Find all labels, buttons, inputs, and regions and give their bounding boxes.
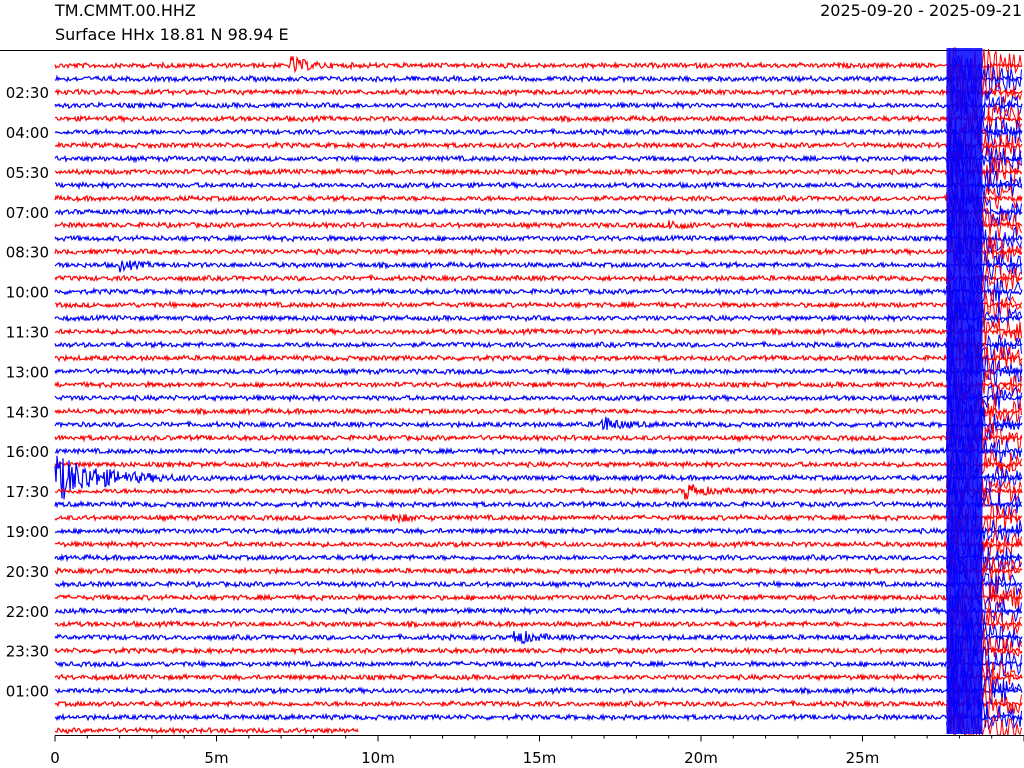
trace-row (54, 539, 1023, 550)
trace-row (54, 367, 1023, 377)
y-tick-label: 08:30 (6, 244, 49, 262)
trace-row (54, 247, 1023, 257)
trace-row (54, 619, 1023, 629)
x-tick-label: 25m (846, 749, 880, 767)
earthquake-clipped-block (946, 48, 983, 734)
trace-row (54, 499, 1023, 510)
y-tick-label: 23:30 (6, 643, 49, 661)
trace-row (54, 87, 1023, 97)
trace-row (54, 553, 1023, 563)
trace-row (54, 193, 1023, 203)
trace-row (54, 100, 1023, 111)
trace-row (54, 433, 1023, 443)
trace-row (54, 286, 1023, 297)
trace-row (54, 406, 1023, 417)
y-tick-label: 14:30 (6, 403, 49, 421)
trace-row (54, 219, 1023, 231)
station-code: TM.CMMT.00.HHZ (55, 1, 196, 20)
trace-row (54, 526, 1023, 536)
y-tick-label: 11:30 (6, 324, 49, 342)
trace-row (54, 154, 1023, 164)
trace-row (54, 74, 1023, 84)
y-axis-ticks: 02:30 04:00 05:30 07:00 08:30 10:00 11:30 13:00… (6, 84, 49, 701)
trace-row (54, 233, 1023, 244)
trace-row (54, 455, 1023, 500)
y-tick-label: 05:30 (6, 164, 49, 182)
y-tick-label: 10:00 (6, 284, 49, 302)
trace-row (54, 393, 1023, 403)
trace-row (54, 313, 1023, 324)
trace-row (54, 592, 1023, 603)
trace-row (54, 340, 1023, 350)
trace-row (54, 140, 1023, 151)
x-tick-label: 20m (684, 749, 718, 767)
trace-row (55, 300, 1023, 310)
x-tick-label: 5m (204, 749, 228, 767)
trace-group (54, 56, 1023, 736)
y-tick-label: 02:30 (6, 84, 49, 102)
trace-row (54, 699, 1023, 709)
y-tick-label: 17:30 (6, 483, 49, 501)
station-location: Surface HHx 18.81 N 98.94 E (55, 25, 289, 44)
x-tick-label: 0 (50, 749, 60, 767)
trace-row (54, 659, 1023, 669)
date-range: 2025-09-20 - 2025-09-21 (820, 1, 1022, 20)
y-tick-label: 20:30 (6, 563, 49, 581)
trace-row (54, 127, 1023, 137)
trace-row (54, 712, 1023, 723)
trace-row (54, 726, 359, 736)
trace-row (54, 273, 1023, 283)
trace-row (55, 579, 1023, 590)
y-tick-label: 04:00 (6, 124, 49, 142)
y-tick-label: 19:00 (6, 523, 49, 541)
trace-row (54, 180, 1023, 191)
y-tick-label: 22:00 (6, 603, 49, 621)
trace-row (54, 672, 1023, 683)
trace-row (54, 459, 1023, 470)
trace-row (54, 645, 1023, 656)
x-tick-label: 10m (361, 749, 395, 767)
y-tick-label: 07:00 (6, 204, 49, 222)
earthquake-group (946, 47, 1022, 736)
y-tick-label: 01:00 (6, 683, 49, 701)
trace-row (54, 512, 1023, 524)
y-tick-label: 13:00 (6, 363, 49, 381)
y-tick-label: 16:00 (6, 443, 49, 461)
trace-row (54, 686, 1023, 696)
x-tick-label: 15m (523, 749, 557, 767)
trace-row (54, 353, 1023, 363)
trace-row (54, 416, 1023, 431)
x-axis: 0 5m 10m 15m 20m 25m (50, 735, 1024, 767)
trace-row (54, 167, 1023, 177)
trace-row (54, 327, 1023, 337)
trace-row (54, 630, 1023, 645)
trace-row (54, 606, 1023, 616)
trace-row (54, 207, 1023, 217)
trace-row (54, 484, 1023, 500)
trace-row (54, 56, 1023, 74)
trace-row (54, 260, 1023, 273)
trace-row (54, 566, 1023, 576)
trace-row (54, 114, 1023, 124)
trace-row (54, 380, 1023, 390)
trace-row (54, 446, 1023, 456)
